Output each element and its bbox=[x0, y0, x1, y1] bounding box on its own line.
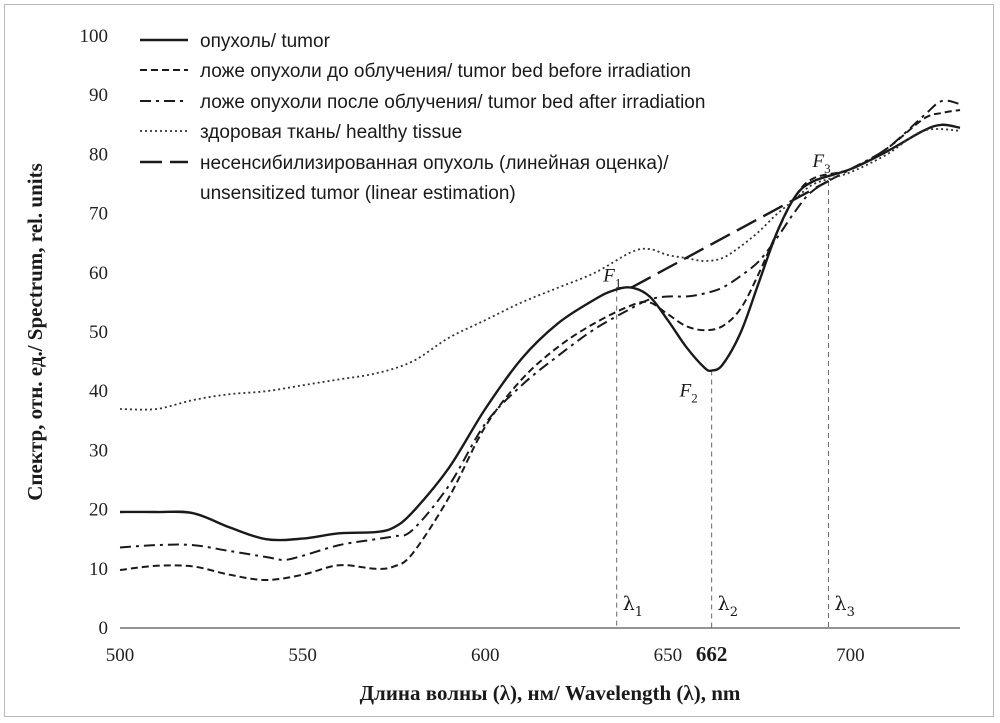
y-tick-label: 80 bbox=[89, 144, 108, 165]
x-tick-label: 650 bbox=[654, 645, 683, 666]
y-tick-label: 50 bbox=[89, 322, 108, 343]
y-tick-label: 20 bbox=[89, 500, 108, 521]
y-tick-label: 70 bbox=[89, 204, 108, 225]
point-annotation: F1 bbox=[602, 266, 621, 291]
x-tick-label: 500 bbox=[106, 645, 135, 666]
y-tick-label: 30 bbox=[89, 440, 108, 461]
y-tick-label: 0 bbox=[99, 618, 109, 639]
legend-label: несенсибилизированная опухоль (линейная … bbox=[200, 153, 669, 174]
y-tick-label: 40 bbox=[89, 381, 108, 402]
y-tick-label: 90 bbox=[89, 85, 108, 106]
series-line-dashdot bbox=[119, 99, 961, 561]
series-line-solid bbox=[119, 123, 961, 542]
legend-label: ложе опухоли до облучения/ tumor bed bef… bbox=[200, 61, 691, 82]
wavelength-marker-label: λ2 bbox=[718, 593, 738, 620]
legend-label: здоровая ткань/ healthy tissue bbox=[200, 122, 462, 143]
x-axis-title: Длина волны (λ), нм/ Wavelength (λ), nm bbox=[360, 681, 741, 705]
wavelength-marker-label: λ3 bbox=[835, 593, 855, 620]
x-tick-label: 600 bbox=[471, 645, 500, 666]
point-annotation: F2 bbox=[679, 380, 698, 405]
x-tick-label: 700 bbox=[836, 645, 865, 666]
legend-label: ложе опухоли после облучения/ tumor bed … bbox=[200, 92, 705, 113]
series-line-dashed bbox=[119, 109, 961, 582]
legend-label: unsensitized tumor (linear estimation) bbox=[200, 183, 516, 204]
series-line-longdash bbox=[630, 179, 830, 289]
y-axis-title: Спектр, отн. ед./ Spectrum, rel. units bbox=[23, 163, 47, 501]
y-tick-label: 100 bbox=[80, 26, 109, 47]
y-tick-label: 10 bbox=[89, 559, 108, 580]
x-tick-label: 550 bbox=[288, 645, 317, 666]
wavelength-marker-label: λ1 bbox=[623, 593, 643, 620]
legend-label: опухоль/ tumor bbox=[200, 31, 331, 52]
y-tick-label: 60 bbox=[89, 263, 108, 284]
x-special-tick-label: 662 bbox=[696, 642, 728, 666]
point-annotation: F3 bbox=[812, 151, 831, 176]
